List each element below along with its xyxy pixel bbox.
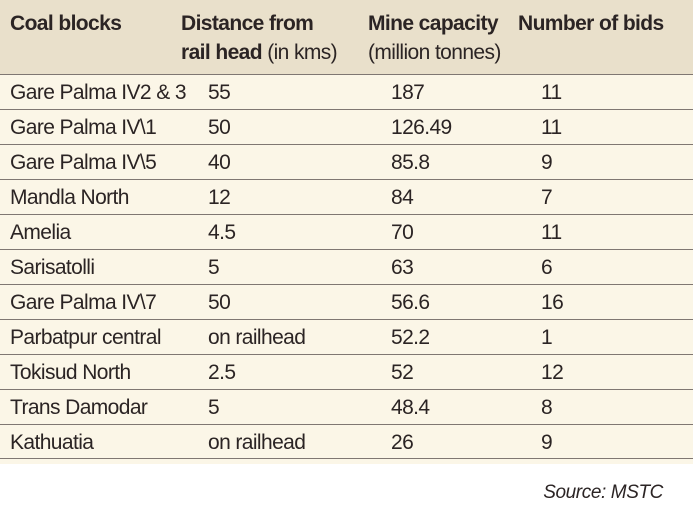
distance-cell: 5 — [208, 396, 220, 419]
bids-cell: 11 — [541, 116, 562, 139]
coal-block-cell: Gare Palma IV\1 — [10, 116, 157, 139]
coal-block-cell: Mandla North — [10, 186, 129, 209]
table-row: Gare Palma IV\5 40 85.8 9 — [0, 144, 693, 179]
capacity-cell: 70 — [391, 221, 414, 244]
coal-block-cell: Parbatpur central — [10, 326, 161, 349]
coal-block-cell: Trans Damodar — [10, 396, 148, 419]
capacity-cell: 52.2 — [391, 326, 430, 349]
header-number-of-bids: Number of bids — [518, 9, 664, 38]
table-row: Tokisud North 2.5 52 12 — [0, 354, 693, 389]
header-distance-subline: rail head (in kms) — [181, 38, 338, 67]
distance-cell: 55 — [208, 81, 231, 104]
capacity-cell: 56.6 — [391, 291, 430, 314]
distance-cell: on railhead — [208, 326, 306, 349]
table-row: Gare Palma IV\1 50 126.49 11 — [0, 109, 693, 144]
bids-cell: 8 — [541, 396, 553, 419]
bids-cell: 11 — [541, 221, 562, 244]
header-distance-subline-main: rail head — [181, 41, 263, 64]
coal-block-cell: Sarisatolli — [10, 256, 95, 279]
table-row: Gare Palma IV\7 50 56.6 16 — [0, 284, 693, 319]
table-row: Parbatpur central on railhead 52.2 1 — [0, 319, 693, 354]
table-row: Gare Palma IV2 & 3 55 187 11 — [0, 74, 693, 109]
bids-cell: 9 — [541, 151, 553, 174]
bids-cell: 1 — [541, 326, 553, 349]
bids-cell: 11 — [541, 81, 562, 104]
header-coal-blocks-label: Coal blocks — [10, 12, 122, 35]
distance-cell: 5 — [208, 256, 220, 279]
distance-cell: 12 — [208, 186, 231, 209]
bids-cell: 7 — [541, 186, 553, 209]
header-mine-capacity-label: Mine capacity — [368, 12, 499, 35]
header-number-of-bids-label: Number of bids — [518, 12, 664, 35]
coal-block-cell: Kathuatia — [10, 431, 94, 454]
header-mine-capacity-unit: (million tonnes) — [368, 41, 501, 64]
capacity-cell: 126.49 — [391, 116, 452, 139]
distance-cell: 2.5 — [208, 361, 236, 384]
table-row: Mandla North 12 84 7 — [0, 179, 693, 214]
coal-block-cell: Gare Palma IV2 & 3 — [10, 81, 187, 104]
header-distance: Distance from rail head (in kms) — [181, 9, 338, 67]
capacity-cell: 26 — [391, 431, 414, 454]
table-header: Coal blocks Distance from rail head (in … — [0, 0, 693, 74]
capacity-cell: 84 — [391, 186, 414, 209]
bids-cell: 6 — [541, 256, 553, 279]
distance-cell: 40 — [208, 151, 231, 174]
coal-block-cell: Gare Palma IV\5 — [10, 151, 157, 174]
table-row: Trans Damodar 5 48.4 8 — [0, 389, 693, 424]
header-distance-unit: (in kms) — [261, 41, 338, 64]
capacity-cell: 63 — [391, 256, 414, 279]
coal-block-cell: Gare Palma IV\7 — [10, 291, 157, 314]
capacity-cell: 48.4 — [391, 396, 430, 419]
distance-cell: 50 — [208, 291, 231, 314]
distance-cell: 50 — [208, 116, 231, 139]
table-row: Kathuatia on railhead 26 9 — [0, 424, 693, 459]
bids-cell: 9 — [541, 431, 553, 454]
coal-block-cell: Amelia — [10, 221, 71, 244]
distance-cell: 4.5 — [208, 221, 236, 244]
capacity-cell: 187 — [391, 81, 425, 104]
coal-block-cell: Tokisud North — [10, 361, 131, 384]
header-mine-capacity: Mine capacity (million tonnes) — [368, 9, 501, 67]
bids-cell: 16 — [541, 291, 564, 314]
capacity-cell: 52 — [391, 361, 414, 384]
header-coal-blocks: Coal blocks — [10, 9, 122, 38]
table-row: Sarisatolli 5 63 6 — [0, 249, 693, 284]
source-note: Source: MSTC — [543, 482, 663, 503]
capacity-cell: 85.8 — [391, 151, 430, 174]
header-distance-label: Distance from — [181, 12, 314, 35]
distance-cell: on railhead — [208, 431, 306, 454]
bids-cell: 12 — [541, 361, 564, 384]
table-body: Gare Palma IV2 & 3 55 187 11 Gare Palma … — [0, 74, 693, 464]
table-row: Amelia 4.5 70 11 — [0, 214, 693, 249]
